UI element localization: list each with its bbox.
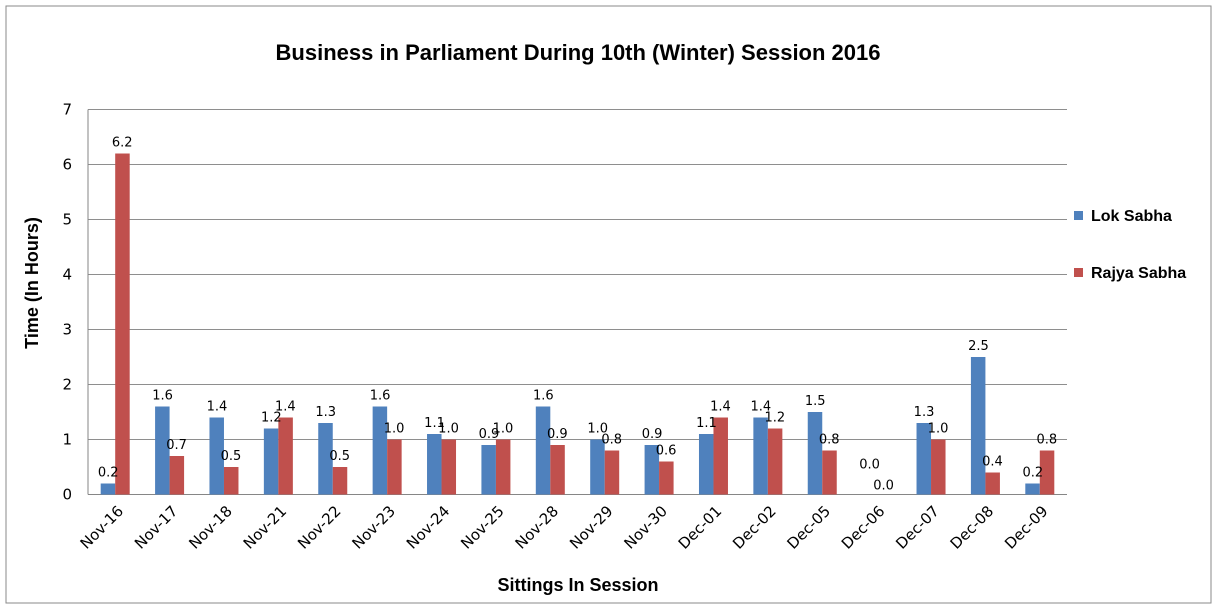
y-tick-label: 3 — [62, 321, 72, 339]
legend: Lok Sabha Rajya Sabha — [1074, 208, 1186, 282]
bars-group — [100, 153, 1055, 495]
data-label: 1.4 — [751, 400, 772, 415]
bar-lok-sabha — [100, 483, 116, 495]
data-label: 6.2 — [112, 136, 133, 151]
data-label: 1.6 — [370, 389, 391, 404]
bar-rajya-sabha — [223, 467, 239, 495]
y-tick-label: 5 — [62, 211, 72, 229]
bar-rajya-sabha — [1039, 450, 1055, 495]
data-label: 1.4 — [207, 400, 228, 415]
data-label: 1.5 — [805, 394, 826, 409]
bar-lok-sabha — [318, 423, 333, 495]
data-label: 0.6 — [656, 444, 677, 459]
bar-rajya-sabha — [550, 445, 565, 495]
data-label: 0.5 — [329, 449, 350, 464]
data-label: 1.0 — [493, 422, 514, 437]
x-axis-title: Sittings In Session — [497, 575, 658, 595]
data-label: 1.0 — [438, 422, 459, 437]
bar-lok-sabha — [698, 434, 714, 495]
bar-rajya-sabha — [713, 417, 728, 495]
data-label: 0.9 — [547, 427, 568, 442]
data-label: 0.7 — [166, 438, 187, 453]
y-tick-label: 7 — [62, 101, 72, 119]
bar-rajya-sabha — [822, 450, 837, 495]
bar-rajya-sabha — [931, 439, 946, 495]
bar-rajya-sabha — [332, 467, 348, 495]
data-label: 0.5 — [221, 449, 242, 464]
bar-lok-sabha — [1025, 483, 1040, 495]
data-label: 2.5 — [968, 339, 989, 354]
bar-lok-sabha — [970, 357, 986, 495]
bar-rajya-sabha — [115, 153, 130, 495]
data-label: 0.4 — [982, 455, 1003, 470]
data-label: 0.9 — [642, 427, 663, 442]
legend-swatch — [1074, 211, 1083, 220]
chart-border — [5, 5, 1212, 604]
bar-lok-sabha — [535, 406, 551, 495]
data-label: 0.8 — [1036, 433, 1057, 448]
y-tick-label: 6 — [62, 156, 72, 174]
data-label: 1.4 — [275, 400, 296, 415]
bar-rajya-sabha — [278, 417, 293, 495]
y-axis-title: Time (In Hours) — [22, 217, 42, 349]
data-label: 1.0 — [587, 422, 608, 437]
bar-rajya-sabha — [441, 439, 457, 495]
data-label: 1.2 — [765, 411, 786, 426]
bar-rajya-sabha — [659, 461, 674, 495]
bar-rajya-sabha — [985, 472, 1000, 495]
bar-rajya-sabha — [387, 439, 402, 495]
legend-label: Lok Sabha — [1091, 208, 1172, 225]
data-label: 1.3 — [315, 405, 336, 420]
y-tick-labels: 0 1 2 3 4 5 6 7 — [62, 101, 72, 504]
data-label: 1.0 — [928, 422, 949, 437]
legend-swatch — [1074, 268, 1083, 277]
data-label: 0.8 — [819, 433, 840, 448]
data-label: 1.0 — [384, 422, 405, 437]
data-label: 0.8 — [601, 433, 622, 448]
data-label: 1.3 — [914, 405, 935, 420]
data-label: 1.2 — [261, 411, 282, 426]
data-labels-group: 0.21.61.41.2 1.31.61.10.91.61.0 0.91.11.4 1… — [98, 136, 1057, 494]
bar-rajya-sabha — [604, 450, 620, 495]
bar-lok-sabha — [807, 412, 823, 495]
data-label: 1.1 — [424, 416, 445, 431]
y-tick-label: 2 — [62, 376, 72, 394]
bar-rajya-sabha — [767, 428, 783, 495]
bar-lok-sabha — [590, 439, 605, 495]
bar-lok-sabha — [209, 417, 224, 495]
bar-lok-sabha — [481, 445, 496, 495]
y-tick-label: 4 — [62, 266, 72, 284]
bar-lok-sabha — [372, 406, 388, 495]
data-label: 1.6 — [152, 389, 173, 404]
data-label: 1.6 — [533, 389, 554, 404]
bar-lok-sabha — [263, 428, 279, 495]
y-tick-label: 1 — [62, 431, 72, 449]
data-label: 1.4 — [710, 400, 731, 415]
data-label: 0.0 — [859, 458, 880, 473]
bar-lok-sabha — [916, 423, 932, 495]
data-label: 0.2 — [98, 466, 119, 481]
chart-title: Business in Parliament During 10th (Wint… — [276, 40, 881, 65]
data-label: 0.2 — [1022, 466, 1043, 481]
bar-lok-sabha — [644, 445, 660, 495]
bar-lok-sabha — [155, 406, 170, 495]
bar-rajya-sabha — [169, 456, 185, 495]
bar-lok-sabha — [753, 417, 768, 495]
bar-lok-sabha — [427, 434, 442, 495]
data-label: 0.0 — [873, 479, 894, 494]
legend-label: Rajya Sabha — [1091, 265, 1186, 282]
data-label: 1.1 — [696, 416, 717, 431]
y-tick-label: 0 — [62, 486, 72, 504]
data-label: 0.9 — [479, 427, 500, 442]
gridlines — [87, 109, 1067, 495]
bar-rajya-sabha — [495, 439, 511, 495]
